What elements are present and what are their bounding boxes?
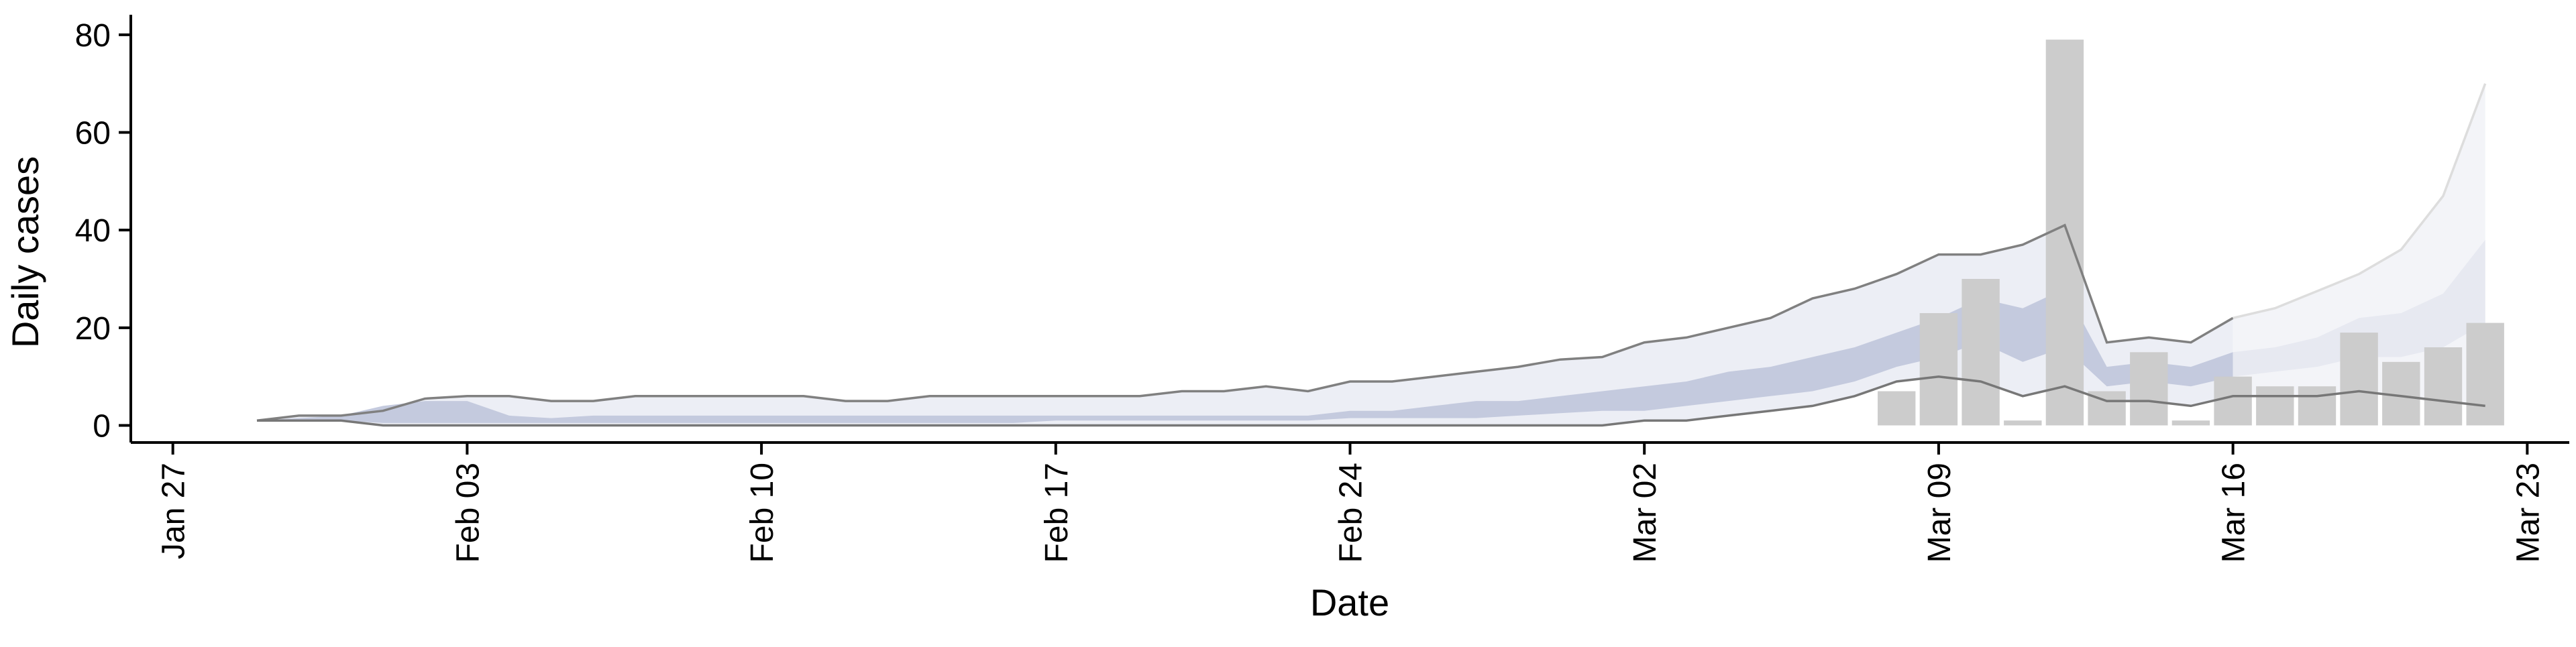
x-tick-label: Feb 10: [745, 463, 780, 563]
x-tick-label: Jan 27: [156, 463, 192, 559]
case-bar: [2045, 40, 2084, 426]
case-bar: [2298, 386, 2337, 426]
x-tick-label: Mar 02: [1627, 463, 1663, 563]
case-bar: [2466, 322, 2504, 426]
x-tick-label: Feb 17: [1039, 463, 1075, 563]
case-bar: [2130, 352, 2168, 426]
x-tick-label: Feb 03: [450, 463, 486, 563]
lower-bound-line: [257, 375, 2485, 427]
case-bar: [1962, 279, 2000, 426]
y-axis-title: Daily cases: [4, 156, 46, 348]
case-bar: [2214, 376, 2252, 426]
y-tick-label: 20: [75, 311, 111, 347]
case-bar: [1919, 313, 1958, 426]
x-tick-label: Mar 16: [2216, 463, 2252, 563]
bars-layer: [1878, 40, 2504, 426]
case-bar: [2340, 333, 2378, 426]
axes-layer: 0 20 40 60 80 Jan 27 Feb 03 Feb 10 Feb 17 Feb 24 M…: [75, 15, 2569, 563]
case-bar: [1878, 391, 1916, 426]
case-bar: [2004, 420, 2042, 426]
x-tick-label: Feb 24: [1334, 463, 1369, 563]
inner-band: [257, 288, 2233, 423]
case-bar: [2256, 386, 2294, 426]
case-bar: [2424, 347, 2463, 426]
y-tick-label: 0: [93, 409, 111, 445]
y-tick-label: 80: [75, 18, 111, 54]
bands-layer: [257, 83, 2485, 426]
bound-lines-layer: [256, 83, 2487, 427]
upper-bound-line: [256, 223, 2234, 422]
x-axis-title: Date: [1310, 581, 1389, 624]
x-tick-label: Mar 09: [1922, 463, 1957, 563]
y-tick-label: 40: [75, 213, 111, 249]
axis-labels-layer: Daily cases Date: [4, 156, 1389, 624]
case-bar: [2171, 420, 2210, 426]
x-tick-label: Mar 23: [2510, 463, 2546, 563]
forecast-upper-bound-line: [2233, 83, 2487, 320]
y-tick-label: 60: [75, 116, 111, 152]
forecast-inner-band: [2233, 239, 2485, 377]
